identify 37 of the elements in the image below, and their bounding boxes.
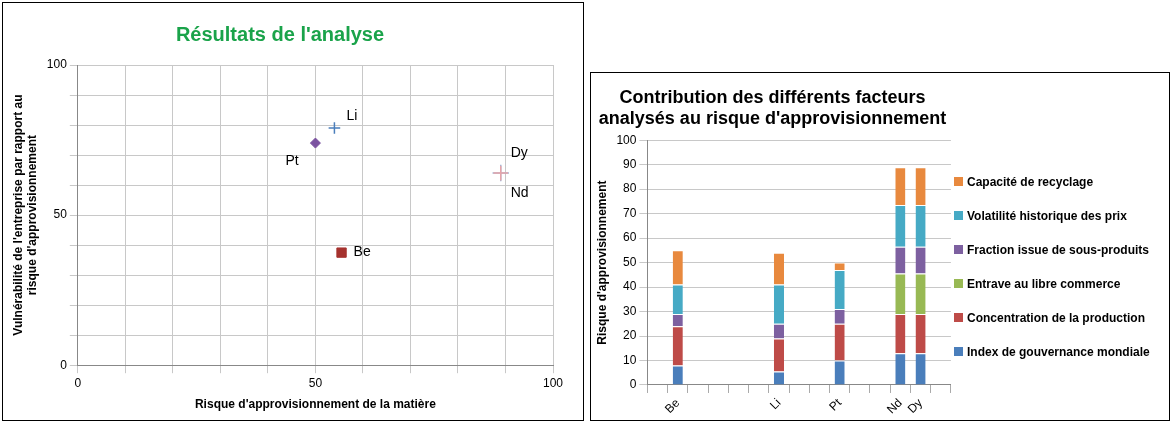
y-tick-label: 100 (616, 132, 637, 147)
y-tick-label: 90 (623, 156, 637, 171)
y-tick-label: 60 (623, 230, 637, 245)
series-label: Be (353, 243, 371, 260)
chart-title: Contribution des différents facteurs analysés au risque d'approvisionnement (598, 86, 947, 129)
y-tick-label: 10 (623, 352, 637, 367)
series-label: Pt (285, 151, 299, 168)
x-tick-label: Pt (826, 395, 845, 414)
y-tick-label: 30 (623, 303, 637, 318)
y-axis-title: Risque d'approvisionnement (594, 180, 609, 345)
legend-label: Volatilité historique des prix (967, 208, 1127, 223)
y-tick-label: 50 (53, 207, 68, 222)
y-tick-label: 70 (623, 205, 637, 220)
legend-label: Concentration de la production (967, 310, 1146, 325)
series-label: Dy (510, 143, 528, 160)
y-axis-title: Vulnérabilité de l'entreprise par rapport au risque d'approvisionnement (10, 94, 39, 336)
y-tick-label: 0 (60, 357, 68, 372)
y-tick-label: 50 (623, 254, 637, 269)
x-tick-label: Be (661, 395, 683, 416)
x-tick-label: 0 (74, 375, 82, 390)
y-tick-label: 100 (46, 57, 68, 72)
x-tick-label: Li (766, 395, 784, 413)
legend-label: Entrave au libre commerce (967, 276, 1121, 291)
legend-label: Capacité de recyclage (967, 174, 1094, 189)
y-tick-label: 40 (623, 279, 637, 294)
chart-title: Résultats de l'analyse (175, 22, 385, 45)
series-label: Li (346, 106, 358, 123)
x-tick-label: Nd (884, 395, 905, 417)
y-tick-label: 80 (623, 181, 637, 196)
legend-label: Fraction issue de sous-produits (967, 242, 1150, 257)
x-axis-title: Risque d'approvisionnement de la matière (194, 397, 437, 412)
x-tick-label: Dy (904, 395, 926, 416)
y-tick-label: 20 (623, 328, 637, 343)
series-label: Nd (510, 183, 529, 200)
legend-label: Index de gouvernance mondiale (967, 344, 1150, 359)
x-tick-label: 50 (308, 375, 323, 390)
x-tick-label: 100 (542, 375, 564, 390)
